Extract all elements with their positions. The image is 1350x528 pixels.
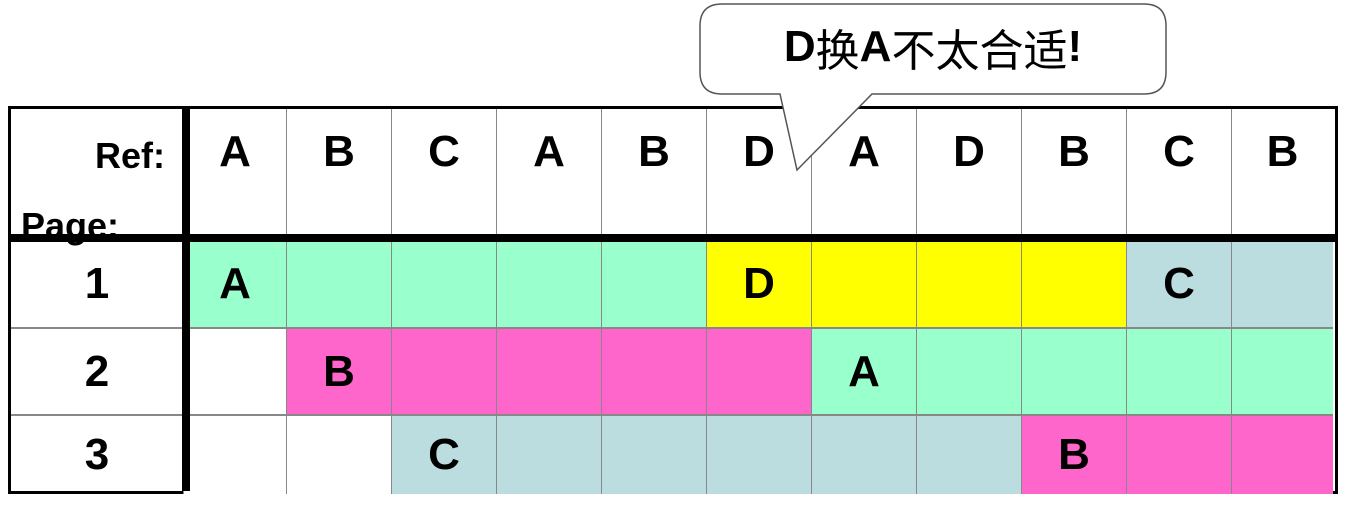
frame-label: 1 [11,239,183,327]
frame-cell: D [706,239,811,327]
frame-cell [811,414,916,494]
callout-part-4: 不太合适 [891,27,1068,76]
frame-cell [183,414,286,494]
frame-cell [1231,414,1333,494]
header-divider [11,234,1335,242]
frame-row-3: 3 C B [11,414,1335,494]
frame-cell [496,239,601,327]
frame-cell [706,414,811,494]
frame-cell: B [286,327,391,414]
callout-text: D 换 A 不太合适! [700,2,1166,92]
reference-cell: B [1231,109,1333,237]
frame-cell [391,327,496,414]
frame-cell [601,414,706,494]
frame-cell [811,239,916,327]
frame-cell [1231,327,1333,414]
reference-cell: B [286,109,391,237]
frame-cell: C [1126,239,1231,327]
frame-cell [1231,239,1333,327]
frame-label: 3 [11,414,183,494]
frame-cell [391,239,496,327]
reference-cell: C [1126,109,1231,237]
reference-cell: A [183,109,286,237]
frame-cell [1021,327,1126,414]
frame-cell: A [183,239,286,327]
frame-label: 2 [11,327,183,414]
frame-cell [916,239,1021,327]
ref-label: Ref: [95,135,165,176]
frame-cell [916,414,1021,494]
frame-cell [183,327,286,414]
frame-cell [601,327,706,414]
callout-part-1: D [783,22,816,71]
reference-cell: B [1021,109,1126,237]
frame-cell [286,239,391,327]
frame-cell [286,414,391,494]
frame-cell [496,414,601,494]
frame-row-2: 2 B A [11,327,1335,414]
reference-cell: A [496,109,601,237]
frame-cell [1021,239,1126,327]
frame-cell: B [1021,414,1126,494]
frame-cell: C [391,414,496,494]
callout-part-3: A [859,22,892,71]
frame-cell [1126,414,1231,494]
frame-cell [601,239,706,327]
callout-part-2: 换 [815,27,860,76]
reference-cell: A [811,109,916,237]
frame-cell [496,327,601,414]
reference-cell: C [391,109,496,237]
frame-cell: A [811,327,916,414]
header-label-cell: Ref: Page: [11,109,183,246]
label-divider [182,109,190,491]
reference-cell: D [706,109,811,237]
callout-part-5: ! [1067,22,1083,71]
frame-cell [916,327,1021,414]
reference-cell: B [601,109,706,237]
frame-cell [1126,327,1231,414]
frame-cell [706,327,811,414]
reference-cell: D [916,109,1021,237]
